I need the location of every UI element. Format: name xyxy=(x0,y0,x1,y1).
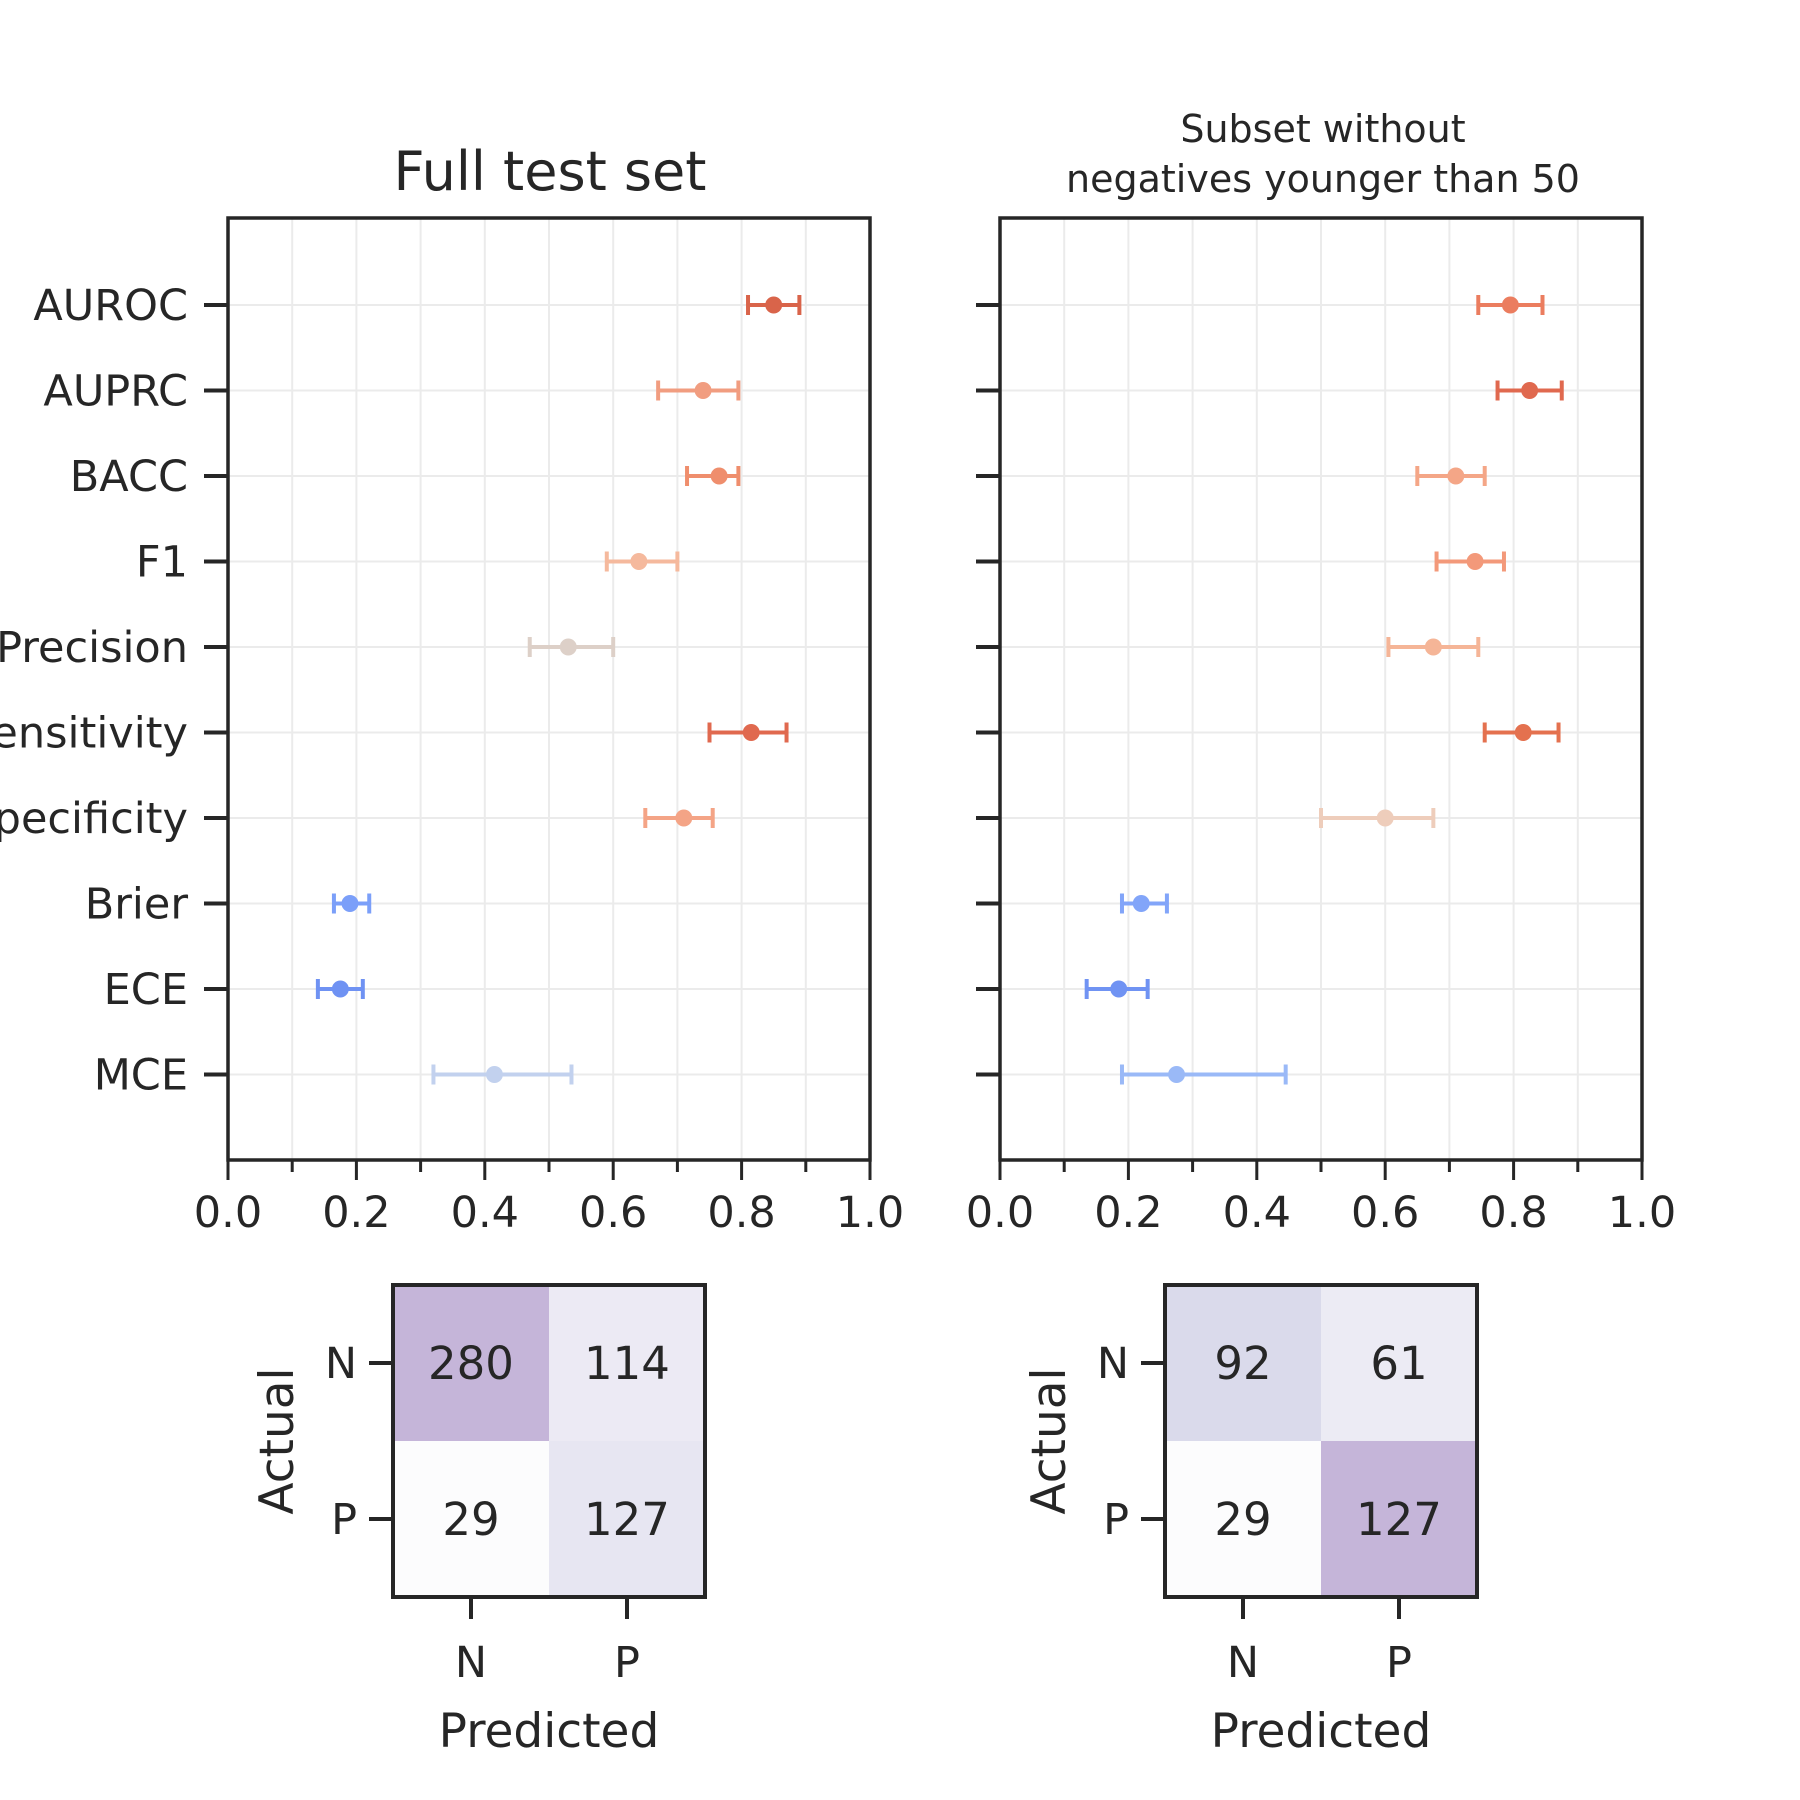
y-tick-label: MCE xyxy=(94,1051,188,1101)
matrix-cell xyxy=(1165,1441,1321,1597)
point-estimate xyxy=(694,382,712,399)
x-tick-label: 0.0 xyxy=(194,1188,262,1238)
matrix-cell xyxy=(1321,1441,1477,1597)
point-estimate xyxy=(1501,296,1519,314)
x-tick-label: 1.0 xyxy=(1608,1188,1676,1238)
point-estimate xyxy=(1447,467,1465,485)
x-tick-label: 1.0 xyxy=(836,1188,904,1238)
x-tick-label: 0.0 xyxy=(966,1188,1034,1238)
x-tick-label: 0.4 xyxy=(1223,1188,1291,1238)
point-estimate xyxy=(1466,553,1484,570)
point-estimate xyxy=(630,553,648,570)
y-tick-label: AUROC xyxy=(33,281,188,331)
point-estimate xyxy=(1514,724,1532,741)
cell-value: 92 xyxy=(1214,1337,1271,1390)
x-tick-label: 0.2 xyxy=(322,1188,390,1238)
y-tick-label: AUPRC xyxy=(43,367,188,417)
point-estimate xyxy=(742,724,760,741)
cell-value: 114 xyxy=(584,1337,670,1390)
point-estimate xyxy=(1132,895,1150,912)
y-tick-label: Specificity xyxy=(0,794,188,844)
confusion-matrix-full-test-set: 280 114 29 127 N P N P Predicted Actual xyxy=(250,1283,707,1759)
cell-value: 127 xyxy=(1356,1493,1442,1546)
left-panel-title: Full test set xyxy=(394,140,707,203)
matrix-cell xyxy=(549,1441,705,1597)
matrix-frame xyxy=(391,1283,707,1599)
right-panel-title-line1: Subset without xyxy=(1180,107,1465,151)
point-estimate xyxy=(1168,1066,1186,1083)
point-estimate xyxy=(1424,638,1442,656)
y-axis-label: Actual xyxy=(250,1367,305,1514)
matrix-cell xyxy=(549,1285,705,1441)
point-estimate xyxy=(675,809,693,827)
matrix-cell xyxy=(1321,1285,1477,1441)
forest-plot-full-test-set: 0.0 0.2 0.4 0.6 0.8 1.0 AUROC AUPRC BACC F1 Precis… xyxy=(0,216,904,1238)
point-estimate xyxy=(1110,980,1128,998)
cell-value: 29 xyxy=(442,1493,499,1546)
point-estimate xyxy=(341,895,359,912)
y-tick-label: ECE xyxy=(104,965,188,1015)
y-tick-label: Sensitivity xyxy=(0,709,188,759)
x-tick-label: N xyxy=(1227,1638,1259,1688)
point-estimate xyxy=(485,1066,503,1083)
point-estimate xyxy=(559,638,577,656)
y-tick-label: F1 xyxy=(136,538,188,588)
x-tick-label: 0.6 xyxy=(579,1188,647,1238)
cell-value: 29 xyxy=(1214,1493,1271,1546)
x-axis-label: Predicted xyxy=(1211,1704,1432,1759)
y-tick-label: P xyxy=(331,1495,357,1545)
y-axis-label: Actual xyxy=(1022,1367,1077,1514)
matrix-frame xyxy=(1163,1283,1479,1599)
y-tick-label: N xyxy=(1097,1339,1129,1389)
y-tick-label: Precision xyxy=(0,623,188,673)
y-tick-label: P xyxy=(1103,1495,1129,1545)
matrix-cell xyxy=(1165,1285,1321,1441)
matrix-cell xyxy=(393,1285,549,1441)
right-panel-title-line2: negatives younger than 50 xyxy=(1066,157,1580,201)
x-tick-label: P xyxy=(614,1638,640,1688)
x-axis-label: Predicted xyxy=(439,1704,660,1759)
x-tick-label: P xyxy=(1386,1638,1412,1688)
y-tick-label: N xyxy=(325,1339,357,1389)
x-tick-label: 0.6 xyxy=(1351,1188,1419,1238)
point-estimate xyxy=(1376,809,1394,827)
y-tick-label: BACC xyxy=(70,452,188,502)
x-tick-label: 0.2 xyxy=(1094,1188,1162,1238)
x-tick-label: N xyxy=(455,1638,487,1688)
cell-value: 127 xyxy=(584,1493,670,1546)
point-estimate xyxy=(710,467,728,485)
point-estimate xyxy=(1521,382,1539,399)
y-tick-label: Brier xyxy=(85,880,189,930)
cell-value: 61 xyxy=(1370,1337,1427,1390)
matrix-cell xyxy=(393,1441,549,1597)
x-tick-label: 0.4 xyxy=(451,1188,519,1238)
forest-plot-subset: 0.0 0.2 0.4 0.6 0.8 1.0 xyxy=(966,216,1676,1238)
x-tick-label: 0.8 xyxy=(707,1188,775,1238)
point-estimate xyxy=(331,980,349,998)
point-estimate xyxy=(765,296,783,314)
confusion-matrix-subset: 92 61 29 127 N P N P Predicted Actual xyxy=(1022,1283,1479,1759)
cell-value: 280 xyxy=(428,1337,514,1390)
x-tick-label: 0.8 xyxy=(1479,1188,1547,1238)
